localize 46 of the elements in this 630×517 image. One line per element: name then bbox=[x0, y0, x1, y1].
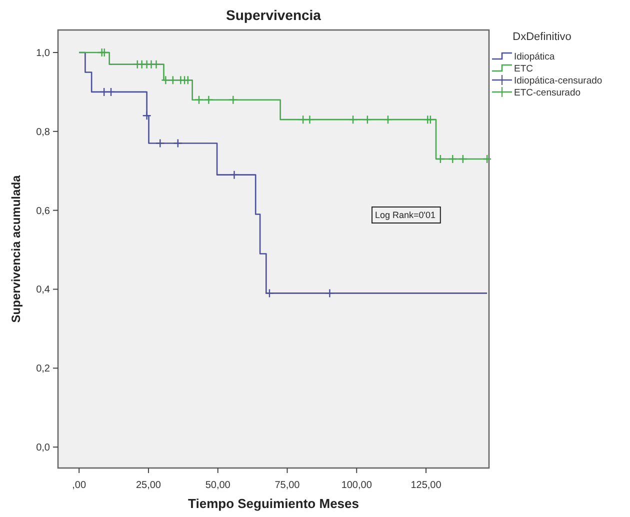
point bbox=[156, 138, 165, 148]
legend-label: Idiopática bbox=[514, 51, 556, 62]
point bbox=[298, 114, 308, 124]
x-tick-label: ,00 bbox=[72, 480, 86, 491]
x-tick-label: 75,00 bbox=[274, 480, 300, 491]
y-tick-label: 0,4 bbox=[36, 284, 50, 296]
point bbox=[264, 288, 274, 298]
point bbox=[99, 87, 109, 97]
point bbox=[362, 114, 372, 124]
x-tick-label: 50,00 bbox=[205, 480, 231, 491]
x-tick-label: 25,00 bbox=[136, 480, 162, 491]
point bbox=[383, 114, 393, 124]
point bbox=[100, 48, 109, 58]
point bbox=[426, 114, 436, 124]
point bbox=[458, 154, 468, 164]
y-tick-label: 0,8 bbox=[36, 126, 50, 138]
y-tick-label: 0,2 bbox=[36, 364, 50, 375]
point bbox=[194, 95, 204, 104]
legend-title: DxDefinitivo bbox=[512, 31, 572, 43]
legend-label: ETC-censurado bbox=[514, 87, 581, 98]
point bbox=[161, 76, 170, 85]
legend-label: Idiopática-censurado bbox=[514, 75, 602, 86]
y-axis-title: Supervivencia acumulada bbox=[9, 174, 23, 323]
point bbox=[305, 114, 314, 124]
point bbox=[348, 114, 358, 124]
point bbox=[173, 138, 182, 148]
x-axis-title: Tiempo Seguimiento Meses bbox=[188, 496, 359, 511]
point bbox=[482, 154, 492, 164]
point bbox=[168, 76, 178, 85]
point bbox=[152, 60, 161, 69]
point bbox=[106, 87, 116, 97]
point bbox=[448, 154, 458, 164]
point bbox=[325, 288, 334, 298]
y-tick-label: 0,6 bbox=[36, 206, 50, 217]
point bbox=[142, 111, 152, 120]
chart-title: Supervivencia bbox=[226, 7, 322, 23]
annotation: Log Rank=0'01 bbox=[375, 210, 436, 220]
point bbox=[204, 95, 214, 104]
point bbox=[230, 170, 239, 180]
point bbox=[436, 154, 446, 164]
point bbox=[228, 95, 238, 104]
legend-label: ETC bbox=[514, 63, 534, 74]
x-tick-label: 125,00 bbox=[410, 480, 442, 491]
x-tick-label: 100,00 bbox=[341, 480, 372, 491]
y-tick-label: 1,0 bbox=[36, 48, 50, 59]
y-tick-label: 0,0 bbox=[36, 442, 50, 454]
